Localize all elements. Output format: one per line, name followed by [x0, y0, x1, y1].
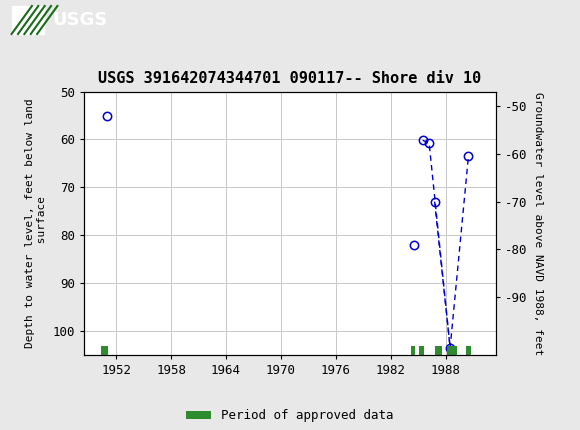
Y-axis label: Groundwater level above NAVD 1988, feet: Groundwater level above NAVD 1988, feet — [533, 92, 543, 355]
Text: USGS: USGS — [52, 11, 107, 29]
Legend: Period of approved data: Period of approved data — [181, 405, 399, 427]
Title: USGS 391642074344701 090117-- Shore div 10: USGS 391642074344701 090117-- Shore div … — [99, 71, 481, 86]
Y-axis label: Depth to water level, feet below land
 surface: Depth to water level, feet below land su… — [26, 98, 47, 348]
FancyBboxPatch shape — [12, 6, 43, 34]
